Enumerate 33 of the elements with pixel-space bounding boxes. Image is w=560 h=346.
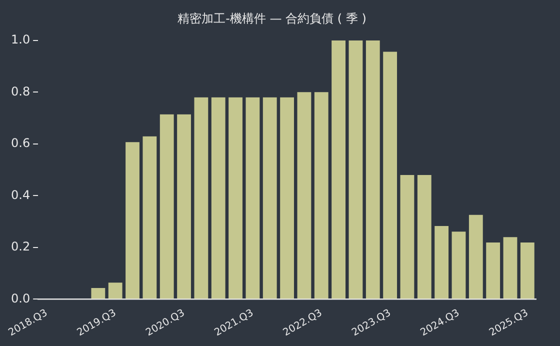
bar bbox=[262, 97, 277, 299]
y-tick-label: 0.0 bbox=[10, 291, 30, 306]
bar bbox=[486, 242, 500, 299]
bar bbox=[142, 136, 157, 299]
bar bbox=[177, 114, 191, 299]
bar bbox=[348, 40, 363, 299]
bar bbox=[520, 242, 534, 299]
bar bbox=[332, 40, 346, 299]
bar bbox=[126, 142, 140, 299]
y-tick-label: 0.8 bbox=[10, 84, 30, 98]
bar bbox=[400, 174, 414, 299]
bar bbox=[468, 214, 483, 299]
y-tick-label: 1.0 bbox=[10, 32, 30, 47]
bar bbox=[228, 97, 242, 299]
bar bbox=[160, 114, 174, 299]
bar bbox=[383, 52, 398, 299]
chart-title: 精密加工-機構件 — 合約負債 ( 季 ) bbox=[178, 11, 366, 26]
bar bbox=[417, 174, 432, 299]
bar bbox=[91, 288, 106, 299]
bar bbox=[194, 97, 208, 299]
bar bbox=[246, 97, 260, 299]
bar bbox=[452, 232, 466, 299]
bar bbox=[434, 226, 449, 299]
y-tick-label: 0.2 bbox=[10, 240, 30, 254]
y-tick-label: 0.4 bbox=[10, 188, 30, 202]
bar bbox=[366, 40, 380, 299]
bar bbox=[314, 92, 328, 299]
bar bbox=[297, 92, 312, 299]
bar bbox=[211, 97, 226, 299]
bar bbox=[280, 97, 294, 299]
bar bbox=[503, 237, 518, 299]
bar bbox=[108, 282, 122, 299]
y-tick-label: 0.6 bbox=[10, 136, 30, 150]
